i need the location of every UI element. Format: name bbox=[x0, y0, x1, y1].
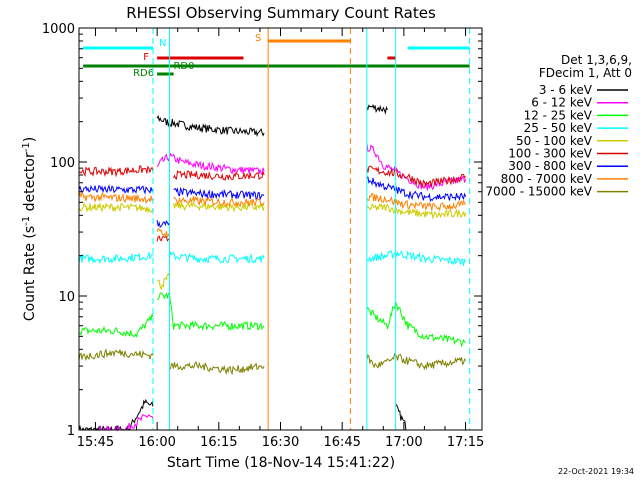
y-axis-label: Count Rate (s-1 detector-1) bbox=[21, 137, 38, 321]
series-line bbox=[173, 186, 265, 201]
series-line bbox=[366, 103, 388, 115]
x-axis-label: Start Time (18-Nov-14 15:41:22) bbox=[167, 455, 395, 471]
series-line bbox=[156, 220, 170, 229]
y-tick-label: 1 bbox=[67, 424, 75, 439]
series-line bbox=[78, 201, 154, 214]
series-3-6keV bbox=[78, 103, 408, 432]
y-axis-label-mid: detector bbox=[22, 152, 38, 216]
flag-S: S bbox=[255, 33, 351, 44]
series-line bbox=[173, 195, 265, 208]
series-line bbox=[78, 398, 154, 432]
x-tick-label: 16:15 bbox=[200, 435, 237, 450]
legend-entry-label: 25 - 50 keV bbox=[524, 121, 593, 135]
series-line bbox=[78, 347, 154, 362]
y-axis-label-sup1: -1 bbox=[21, 216, 32, 226]
series-line bbox=[78, 191, 154, 204]
series-line bbox=[366, 250, 467, 266]
flag-F: F bbox=[143, 52, 396, 63]
series-800-7000keV bbox=[78, 191, 467, 238]
flag-RD6: RD6 bbox=[133, 68, 174, 79]
series-6-12keV bbox=[95, 143, 467, 432]
series-line bbox=[78, 252, 154, 265]
y-tick-label: 10 bbox=[58, 290, 75, 305]
x-tick-label: 17:15 bbox=[447, 435, 484, 450]
vertical-markers bbox=[152, 28, 471, 430]
flag-label: N bbox=[159, 38, 166, 49]
series-line bbox=[169, 361, 265, 376]
x-axis: 15:45 16:00 16:15 16:30 16:45 17:00 17:15 bbox=[77, 28, 484, 450]
x-tick-label: 16:45 bbox=[323, 435, 360, 450]
legend-entry-label: 6 - 12 keV bbox=[531, 96, 593, 110]
y-tick-label: 1000 bbox=[42, 22, 75, 37]
x-tick-label: 17:00 bbox=[385, 435, 422, 450]
series-line bbox=[173, 200, 265, 213]
series-line bbox=[366, 176, 467, 203]
series-line bbox=[78, 165, 154, 178]
x-tick-label: 16:30 bbox=[262, 435, 299, 450]
legend-entry-label: 100 - 300 keV bbox=[508, 147, 592, 161]
flag-bars: N S F RD0 RD6 bbox=[83, 33, 470, 79]
series-line bbox=[157, 272, 170, 291]
series-line bbox=[156, 292, 265, 332]
legend-header-1: Det 1,3,6,9, bbox=[561, 53, 632, 67]
y-axis-label-main: Count Rate (s bbox=[22, 226, 38, 321]
series-line bbox=[366, 165, 466, 189]
legend-entry-label: 50 - 100 keV bbox=[516, 134, 593, 148]
legend-entry-label: 3 - 6 keV bbox=[539, 83, 593, 97]
series-line bbox=[395, 403, 408, 431]
legend: Det 1,3,6,9, FDecim 1, Att 0 3 - 6 keV6 … bbox=[485, 53, 632, 199]
y-axis-label-sup2: -1 bbox=[21, 142, 32, 152]
series-line bbox=[156, 228, 170, 238]
series-line bbox=[156, 235, 170, 242]
series-7000-15000keV bbox=[78, 347, 466, 376]
flag-label: RD6 bbox=[133, 68, 154, 79]
flag-label: RD0 bbox=[173, 61, 194, 72]
legend-entry-label: 12 - 25 keV bbox=[524, 108, 593, 122]
series-line bbox=[78, 184, 154, 195]
flag-label: S bbox=[255, 33, 261, 44]
flag-N: N bbox=[83, 38, 470, 50]
series-layer bbox=[78, 103, 467, 432]
series-line bbox=[173, 169, 265, 181]
series-line bbox=[169, 250, 265, 264]
series-25-50keV bbox=[78, 250, 467, 266]
series-line bbox=[366, 352, 466, 371]
legend-entry-label: 800 - 7000 keV bbox=[501, 172, 593, 186]
plot-area: N S F RD0 RD6 bbox=[78, 28, 471, 432]
x-tick-label: 15:45 bbox=[77, 435, 114, 450]
series-line bbox=[366, 193, 467, 212]
series-50-100keV bbox=[78, 200, 467, 291]
chart-title: RHESSI Observing Summary Count Rates bbox=[126, 4, 436, 22]
series-line bbox=[78, 313, 154, 339]
series-300-800keV bbox=[78, 176, 467, 229]
legend-header-2: FDecim 1, Att 0 bbox=[539, 66, 632, 80]
plot-frame bbox=[78, 27, 483, 431]
series-line bbox=[366, 300, 466, 348]
y-tick-label: 100 bbox=[50, 156, 75, 171]
y-axis-label-end: ) bbox=[22, 137, 38, 142]
flag-RD0: RD0 bbox=[83, 61, 470, 72]
date-stamp: 22-Oct-2021 19:34 bbox=[558, 467, 634, 476]
series-line bbox=[156, 152, 265, 175]
series-line bbox=[156, 114, 265, 138]
series-12-25keV bbox=[78, 292, 466, 348]
legend-entry-label: 300 - 800 keV bbox=[508, 159, 592, 173]
series-line bbox=[366, 202, 467, 220]
flag-label: F bbox=[143, 52, 149, 63]
y-axis: 1 10 100 1000 bbox=[42, 22, 482, 439]
series-100-300keV bbox=[78, 165, 466, 242]
x-tick-label: 16:00 bbox=[138, 435, 175, 450]
legend-entry-label: 7000 - 15000 keV bbox=[485, 185, 592, 199]
